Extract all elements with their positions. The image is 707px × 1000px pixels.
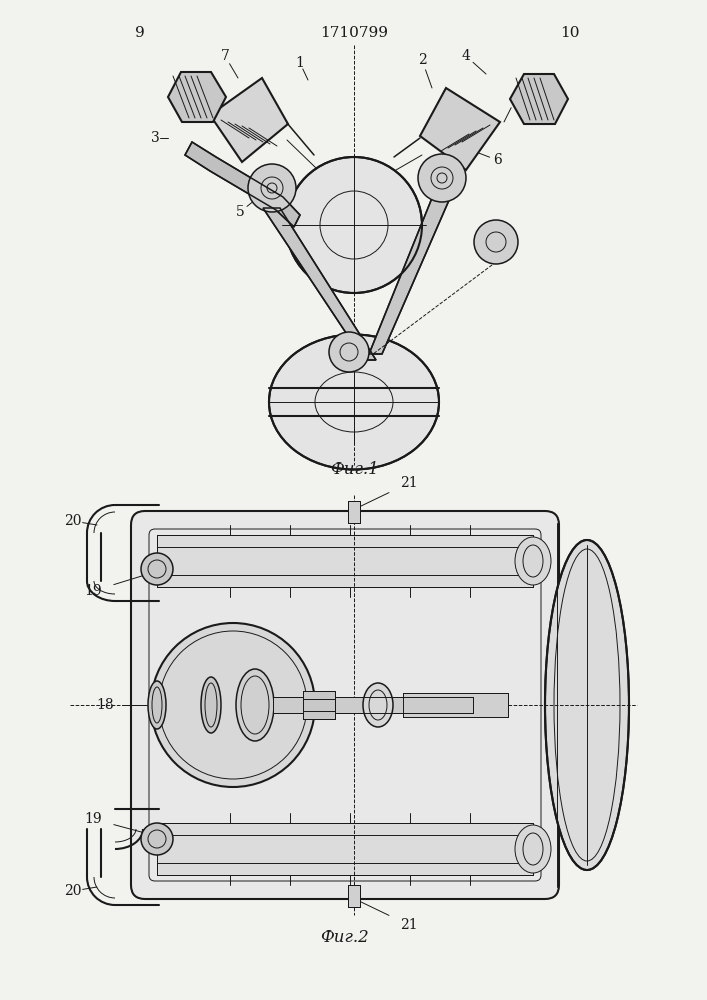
Polygon shape xyxy=(420,88,500,170)
Text: Фиг.1: Фиг.1 xyxy=(329,462,378,479)
Bar xyxy=(157,535,533,587)
Bar xyxy=(348,501,360,523)
Text: Фиг.2: Фиг.2 xyxy=(320,928,368,946)
Circle shape xyxy=(418,154,466,202)
Text: 7: 7 xyxy=(221,49,230,63)
Bar xyxy=(348,501,360,523)
Polygon shape xyxy=(510,74,568,124)
Text: 4: 4 xyxy=(462,49,470,63)
Bar xyxy=(157,823,533,875)
Text: 21: 21 xyxy=(400,476,418,490)
Bar xyxy=(348,885,360,907)
Text: 9: 9 xyxy=(135,26,145,40)
Text: 19: 19 xyxy=(84,812,102,826)
Circle shape xyxy=(474,220,518,264)
Text: 10: 10 xyxy=(560,26,580,40)
Ellipse shape xyxy=(363,683,393,727)
Ellipse shape xyxy=(515,537,551,585)
Bar xyxy=(403,693,508,717)
Text: 1: 1 xyxy=(296,56,305,70)
Bar xyxy=(273,697,473,713)
Ellipse shape xyxy=(269,334,439,470)
Text: 9: 9 xyxy=(187,650,195,664)
Bar xyxy=(303,691,335,719)
Polygon shape xyxy=(369,198,450,354)
Ellipse shape xyxy=(148,681,166,729)
Text: 18: 18 xyxy=(96,698,114,712)
Bar xyxy=(157,535,533,587)
Circle shape xyxy=(141,553,173,585)
Text: 20: 20 xyxy=(64,884,82,898)
Text: 19: 19 xyxy=(84,584,102,598)
Circle shape xyxy=(248,164,296,212)
Polygon shape xyxy=(168,72,226,122)
Bar xyxy=(303,691,335,719)
Circle shape xyxy=(286,157,422,293)
Bar xyxy=(348,885,360,907)
Text: 8: 8 xyxy=(510,93,520,107)
Polygon shape xyxy=(263,208,376,360)
Circle shape xyxy=(151,623,315,787)
Polygon shape xyxy=(185,142,300,227)
Ellipse shape xyxy=(545,540,629,870)
Bar xyxy=(403,693,508,717)
Ellipse shape xyxy=(236,669,274,741)
Circle shape xyxy=(329,332,369,372)
Text: 6: 6 xyxy=(493,153,501,167)
Ellipse shape xyxy=(201,677,221,733)
Ellipse shape xyxy=(515,825,551,873)
Bar xyxy=(273,697,473,713)
Text: 1710799: 1710799 xyxy=(320,26,388,40)
Text: 3: 3 xyxy=(151,131,159,145)
Polygon shape xyxy=(210,78,288,162)
Bar xyxy=(157,823,533,875)
Circle shape xyxy=(141,823,173,855)
Text: 2: 2 xyxy=(418,53,426,67)
FancyBboxPatch shape xyxy=(131,511,559,899)
Text: 20: 20 xyxy=(64,514,82,528)
Text: 11: 11 xyxy=(242,646,260,660)
Text: 21: 21 xyxy=(400,918,418,932)
Text: 5: 5 xyxy=(235,205,245,219)
